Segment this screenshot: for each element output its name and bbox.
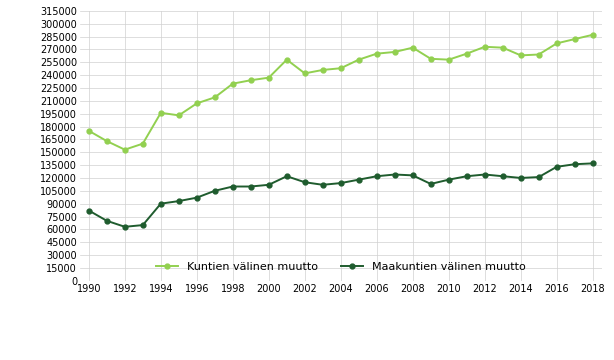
Kuntien välinen muutto bbox=[463, 51, 470, 56]
Maakuntien välinen muutto bbox=[283, 174, 290, 179]
Kuntien välinen muutto bbox=[499, 45, 507, 50]
Maakuntien välinen muutto bbox=[337, 181, 344, 185]
Maakuntien välinen muutto bbox=[247, 184, 254, 189]
Kuntien välinen muutto bbox=[193, 101, 201, 105]
Kuntien välinen muutto bbox=[409, 45, 416, 50]
Maakuntien välinen muutto bbox=[535, 175, 542, 179]
Kuntien välinen muutto bbox=[85, 129, 93, 133]
Line: Maakuntien välinen muutto: Maakuntien välinen muutto bbox=[87, 161, 595, 229]
Kuntien välinen muutto bbox=[517, 53, 524, 58]
Kuntien välinen muutto bbox=[553, 41, 561, 45]
Kuntien välinen muutto bbox=[103, 139, 111, 143]
Maakuntien välinen muutto bbox=[157, 202, 165, 206]
Maakuntien välinen muutto bbox=[229, 184, 236, 189]
Line: Kuntien välinen muutto: Kuntien välinen muutto bbox=[87, 32, 595, 152]
Maakuntien välinen muutto bbox=[175, 199, 182, 203]
Kuntien välinen muutto bbox=[355, 58, 362, 62]
Kuntien välinen muutto bbox=[445, 58, 453, 62]
Maakuntien välinen muutto bbox=[211, 189, 219, 193]
Maakuntien välinen muutto bbox=[589, 161, 596, 166]
Maakuntien välinen muutto bbox=[463, 174, 470, 179]
Maakuntien välinen muutto bbox=[85, 208, 93, 213]
Maakuntien välinen muutto bbox=[481, 172, 488, 177]
Maakuntien välinen muutto bbox=[373, 174, 381, 179]
Kuntien välinen muutto bbox=[337, 66, 344, 71]
Maakuntien välinen muutto bbox=[427, 182, 435, 186]
Maakuntien välinen muutto bbox=[409, 173, 416, 177]
Kuntien välinen muutto bbox=[229, 81, 236, 86]
Kuntien välinen muutto bbox=[211, 95, 219, 99]
Kuntien välinen muutto bbox=[391, 50, 398, 54]
Maakuntien välinen muutto bbox=[517, 176, 524, 180]
Kuntien välinen muutto bbox=[139, 141, 147, 146]
Kuntien välinen muutto bbox=[175, 113, 182, 117]
Kuntien välinen muutto bbox=[247, 78, 254, 82]
Kuntien välinen muutto bbox=[157, 111, 165, 115]
Maakuntien välinen muutto bbox=[301, 180, 308, 184]
Maakuntien välinen muutto bbox=[499, 174, 507, 179]
Maakuntien välinen muutto bbox=[265, 183, 273, 187]
Maakuntien välinen muutto bbox=[445, 177, 453, 182]
Kuntien välinen muutto bbox=[319, 68, 327, 72]
Kuntien välinen muutto bbox=[571, 37, 578, 41]
Kuntien välinen muutto bbox=[589, 33, 596, 37]
Kuntien välinen muutto bbox=[265, 76, 273, 80]
Kuntien välinen muutto bbox=[373, 51, 381, 56]
Kuntien välinen muutto bbox=[427, 57, 435, 61]
Maakuntien välinen muutto bbox=[391, 172, 398, 177]
Kuntien välinen muutto bbox=[301, 71, 308, 76]
Maakuntien välinen muutto bbox=[193, 195, 201, 200]
Maakuntien välinen muutto bbox=[139, 223, 147, 227]
Maakuntien välinen muutto bbox=[553, 165, 561, 169]
Maakuntien välinen muutto bbox=[121, 225, 128, 229]
Kuntien välinen muutto bbox=[535, 52, 542, 57]
Legend: Kuntien välinen muutto, Maakuntien välinen muutto: Kuntien välinen muutto, Maakuntien välin… bbox=[150, 257, 531, 278]
Kuntien välinen muutto bbox=[481, 45, 488, 49]
Maakuntien välinen muutto bbox=[571, 162, 578, 166]
Kuntien välinen muutto bbox=[121, 148, 128, 152]
Kuntien välinen muutto bbox=[283, 58, 290, 62]
Maakuntien välinen muutto bbox=[319, 183, 327, 187]
Maakuntien välinen muutto bbox=[103, 219, 111, 223]
Maakuntien välinen muutto bbox=[355, 177, 362, 182]
